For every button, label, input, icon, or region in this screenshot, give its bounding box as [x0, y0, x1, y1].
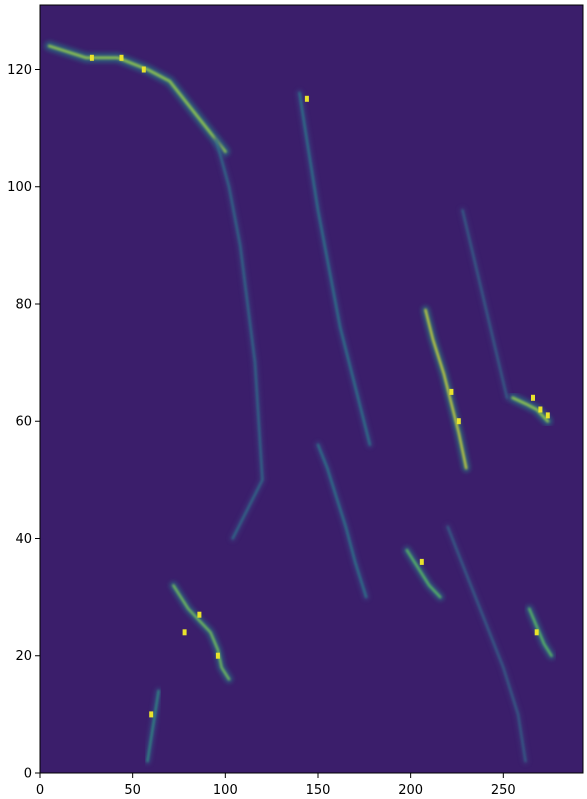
x-tick-label: 200 [398, 783, 423, 798]
bright-spot [535, 629, 539, 635]
bright-spot [538, 407, 542, 413]
bright-spot [149, 711, 153, 717]
y-tick-label: 60 [15, 415, 32, 430]
bright-spot [546, 412, 550, 418]
bright-spot [142, 67, 146, 73]
bright-spot [120, 55, 124, 61]
bright-spot [420, 559, 424, 565]
y-tick-label: 80 [15, 297, 32, 312]
bright-spot [457, 418, 461, 424]
bright-spot [531, 395, 535, 401]
bright-spot [90, 55, 94, 61]
x-tick-label: 50 [124, 783, 141, 798]
y-tick-label: 120 [7, 63, 32, 78]
x-tick-label: 250 [491, 783, 516, 798]
bright-spot [197, 612, 201, 618]
x-tick-label: 0 [36, 783, 44, 798]
bright-spot [305, 96, 309, 102]
x-tick-label: 100 [213, 783, 238, 798]
y-tick-label: 40 [15, 532, 32, 547]
bright-spot [449, 389, 453, 395]
y-tick-label: 0 [24, 767, 32, 782]
bright-spot [216, 653, 220, 659]
x-tick-label: 150 [306, 783, 331, 798]
bright-spot [183, 629, 187, 635]
y-tick-label: 100 [7, 180, 32, 195]
y-tick-label: 20 [15, 649, 32, 664]
